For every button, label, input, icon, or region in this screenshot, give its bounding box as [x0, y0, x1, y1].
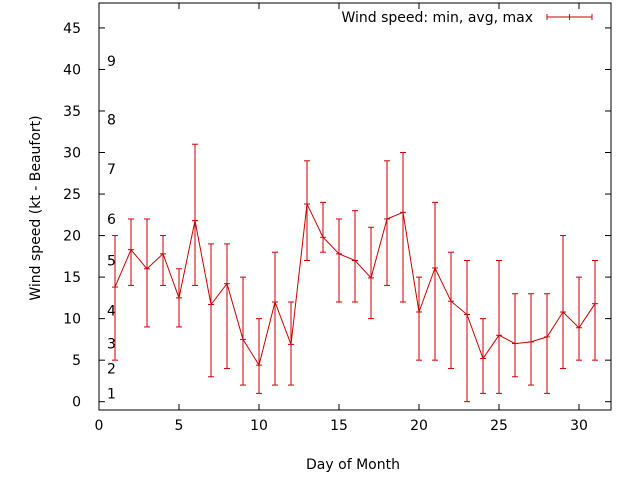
- series: [112, 143, 598, 403]
- x-tick-label: 15: [330, 418, 348, 434]
- beaufort-label: 5: [107, 253, 116, 269]
- x-tick-label: 30: [570, 418, 588, 434]
- beaufort-label: 1: [107, 386, 116, 402]
- y-tick-label: 5: [72, 353, 81, 369]
- beaufort-label: 9: [107, 54, 116, 70]
- beaufort-labels: 1 2 3 4 5 6 7 8 9: [107, 54, 116, 402]
- y-tick-label: 25: [63, 187, 81, 203]
- x-tick-label: 25: [490, 418, 508, 434]
- beaufort-label: 4: [107, 303, 116, 319]
- y-tick-label: 30: [63, 146, 81, 162]
- legend-label: Wind speed: min, avg, max: [341, 10, 533, 26]
- y-tick-label: 35: [63, 104, 81, 120]
- beaufort-label: 6: [107, 212, 116, 228]
- x-tick-label: 0: [95, 418, 104, 434]
- y-tick-label: 15: [63, 270, 81, 286]
- beaufort-label: 2: [107, 361, 116, 377]
- legend: Wind speed: min, avg, max: [341, 10, 593, 26]
- y-axis-title: Wind speed (kt - Beaufort): [28, 115, 44, 300]
- y-tick-label: 40: [63, 62, 81, 78]
- beaufort-label: 7: [107, 162, 116, 178]
- plot-frame: [98, 2, 612, 411]
- y-tick-label: 10: [63, 312, 81, 328]
- x-axis-title: Day of Month: [306, 457, 400, 473]
- y-tick-label: 45: [63, 21, 81, 37]
- beaufort-label: 3: [107, 337, 116, 353]
- x-tick-label: 10: [250, 418, 268, 434]
- y-tick-label: 20: [63, 229, 81, 245]
- y-tick-label: 0: [72, 395, 81, 411]
- beaufort-label: 8: [107, 112, 116, 128]
- x-tick-label: 5: [175, 418, 184, 434]
- x-tick-label: 20: [410, 418, 428, 434]
